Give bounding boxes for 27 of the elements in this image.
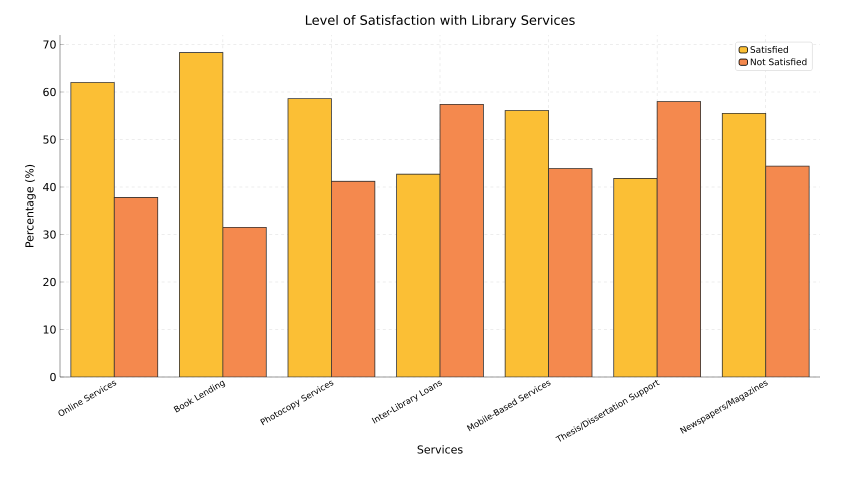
- bar: [288, 98, 332, 377]
- y-tick-label: 40: [43, 182, 56, 192]
- bar: [504, 110, 549, 377]
- bar: [440, 104, 484, 377]
- bar: [222, 226, 267, 377]
- bar: [656, 101, 701, 377]
- chart-title: Level of Satisfaction with Library Services: [306, 14, 575, 28]
- y-tick-label: 10: [44, 325, 56, 334]
- y-tick-label: 0: [50, 372, 56, 382]
- bar: [331, 180, 376, 377]
- bar: [548, 168, 592, 377]
- y-tick-label: 20: [43, 278, 56, 286]
- legend-label: Satisfied: [750, 46, 788, 53]
- y-tick-label: 70: [43, 40, 56, 49]
- bar: [722, 112, 766, 377]
- x-axis-title: Services: [418, 445, 463, 454]
- bar: [765, 166, 810, 377]
- legend-label: Not Satisfied: [750, 58, 806, 66]
- y-tick-label: 60: [43, 88, 56, 96]
- bar: [613, 178, 658, 377]
- y-axis-title: Percentage (%): [25, 164, 36, 247]
- y-tick-label: 50: [43, 135, 56, 144]
- bar: [396, 174, 440, 377]
- bar: [70, 82, 115, 377]
- bar: [114, 197, 158, 377]
- bar: [179, 52, 224, 377]
- y-tick-label: 30: [43, 230, 56, 239]
